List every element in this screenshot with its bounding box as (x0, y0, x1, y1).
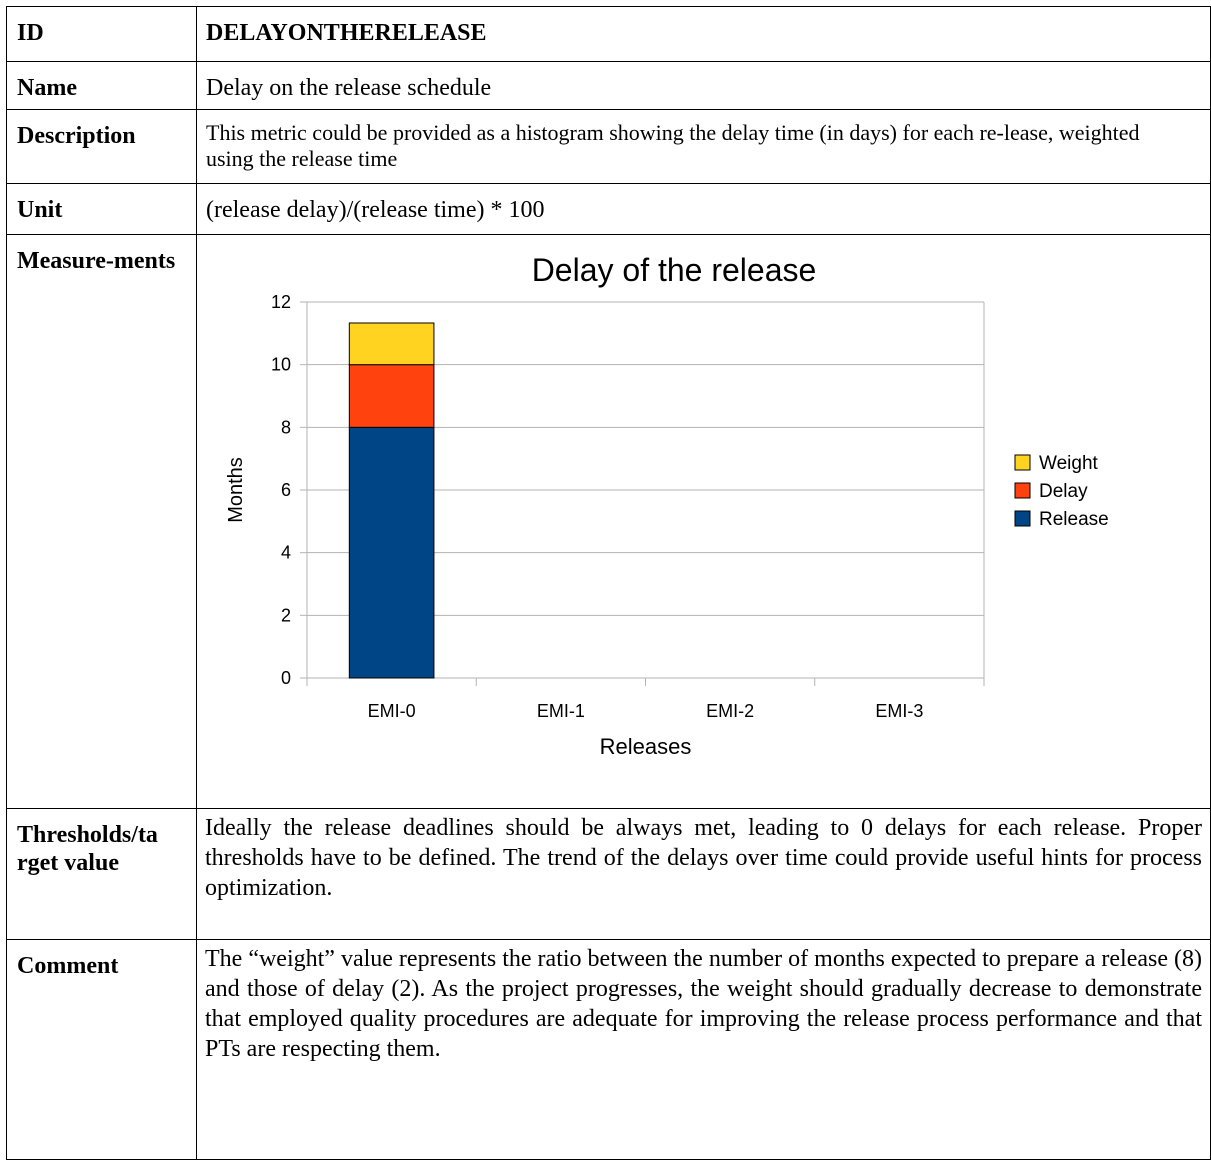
unit-label: Unit (6, 183, 197, 235)
y-tick-label: 12 (271, 292, 291, 312)
row-comment: Comment The “weight” value represents th… (6, 939, 1211, 1160)
row-id: ID DELAYONTHERELEASE (6, 6, 1211, 62)
id-label: ID (6, 6, 197, 62)
metric-table: ID DELAYONTHERELEASE Name Delay on the r… (6, 6, 1211, 1160)
id-value: DELAYONTHERELEASE (196, 6, 1211, 62)
y-tick-label: 0 (281, 668, 291, 688)
name-value: Delay on the release schedule (196, 61, 1211, 110)
row-name: Name Delay on the release schedule (6, 61, 1211, 110)
bar-delay (348, 364, 435, 428)
chart-title: Delay of the release (532, 252, 817, 288)
x-tick-label: EMI-2 (706, 701, 754, 721)
x-axis-label: Releases (600, 734, 692, 759)
x-tick-label: EMI-3 (875, 701, 923, 721)
thresholds-label: Thresholds/ta rget value (6, 808, 197, 940)
row-measurements: Measure-ments Delay of the release 0 2 4 6 8 1… (6, 234, 1211, 809)
legend-swatch-release (1014, 510, 1031, 527)
measurements-cell: Delay of the release 0 2 4 6 8 10 12 EMI-0 EMI-1 E… (196, 234, 1211, 809)
legend-swatch-delay (1014, 482, 1031, 499)
comment-label: Comment (6, 939, 197, 1160)
thresholds-value: Ideally the release deadlines should be … (196, 808, 1211, 940)
y-tick-label: 10 (271, 355, 291, 375)
x-tick-label: EMI-0 (368, 701, 416, 721)
y-axis-label: Months (225, 457, 247, 523)
row-thresholds: Thresholds/ta rget value Ideally the rel… (6, 808, 1211, 940)
y-tick-label: 2 (281, 605, 291, 625)
row-description: Description This metric could be provide… (6, 109, 1211, 184)
description-value: This metric could be provided as a histo… (196, 109, 1211, 184)
y-tick-label: 4 (281, 543, 291, 563)
legend-label-release: Release (1039, 509, 1109, 530)
bar-weight (348, 322, 435, 366)
chart-holder: Delay of the release 0 2 4 6 8 10 12 EMI-0 EMI-1 E… (197, 235, 1197, 808)
description-label: Description (6, 109, 197, 184)
measurements-label: Measure-ments (6, 234, 197, 809)
legend-label-delay: Delay (1039, 481, 1088, 502)
y-tick-label: 8 (281, 417, 291, 437)
x-tick-label: EMI-1 (537, 701, 585, 721)
name-label: Name (6, 61, 197, 110)
delay-chart: Delay of the release 0 2 4 6 8 10 12 EMI-0 EMI-1 E… (225, 252, 1109, 759)
legend-swatch-weight (1014, 454, 1031, 471)
row-unit: Unit (release delay)/(release time) * 10… (6, 183, 1211, 235)
legend-label-weight: Weight (1039, 453, 1099, 474)
y-tick-label: 6 (281, 480, 291, 500)
bar-release (348, 426, 435, 679)
comment-value: The “weight” value represents the ratio … (196, 939, 1211, 1160)
unit-value: (release delay)/(release time) * 100 (196, 183, 1211, 235)
